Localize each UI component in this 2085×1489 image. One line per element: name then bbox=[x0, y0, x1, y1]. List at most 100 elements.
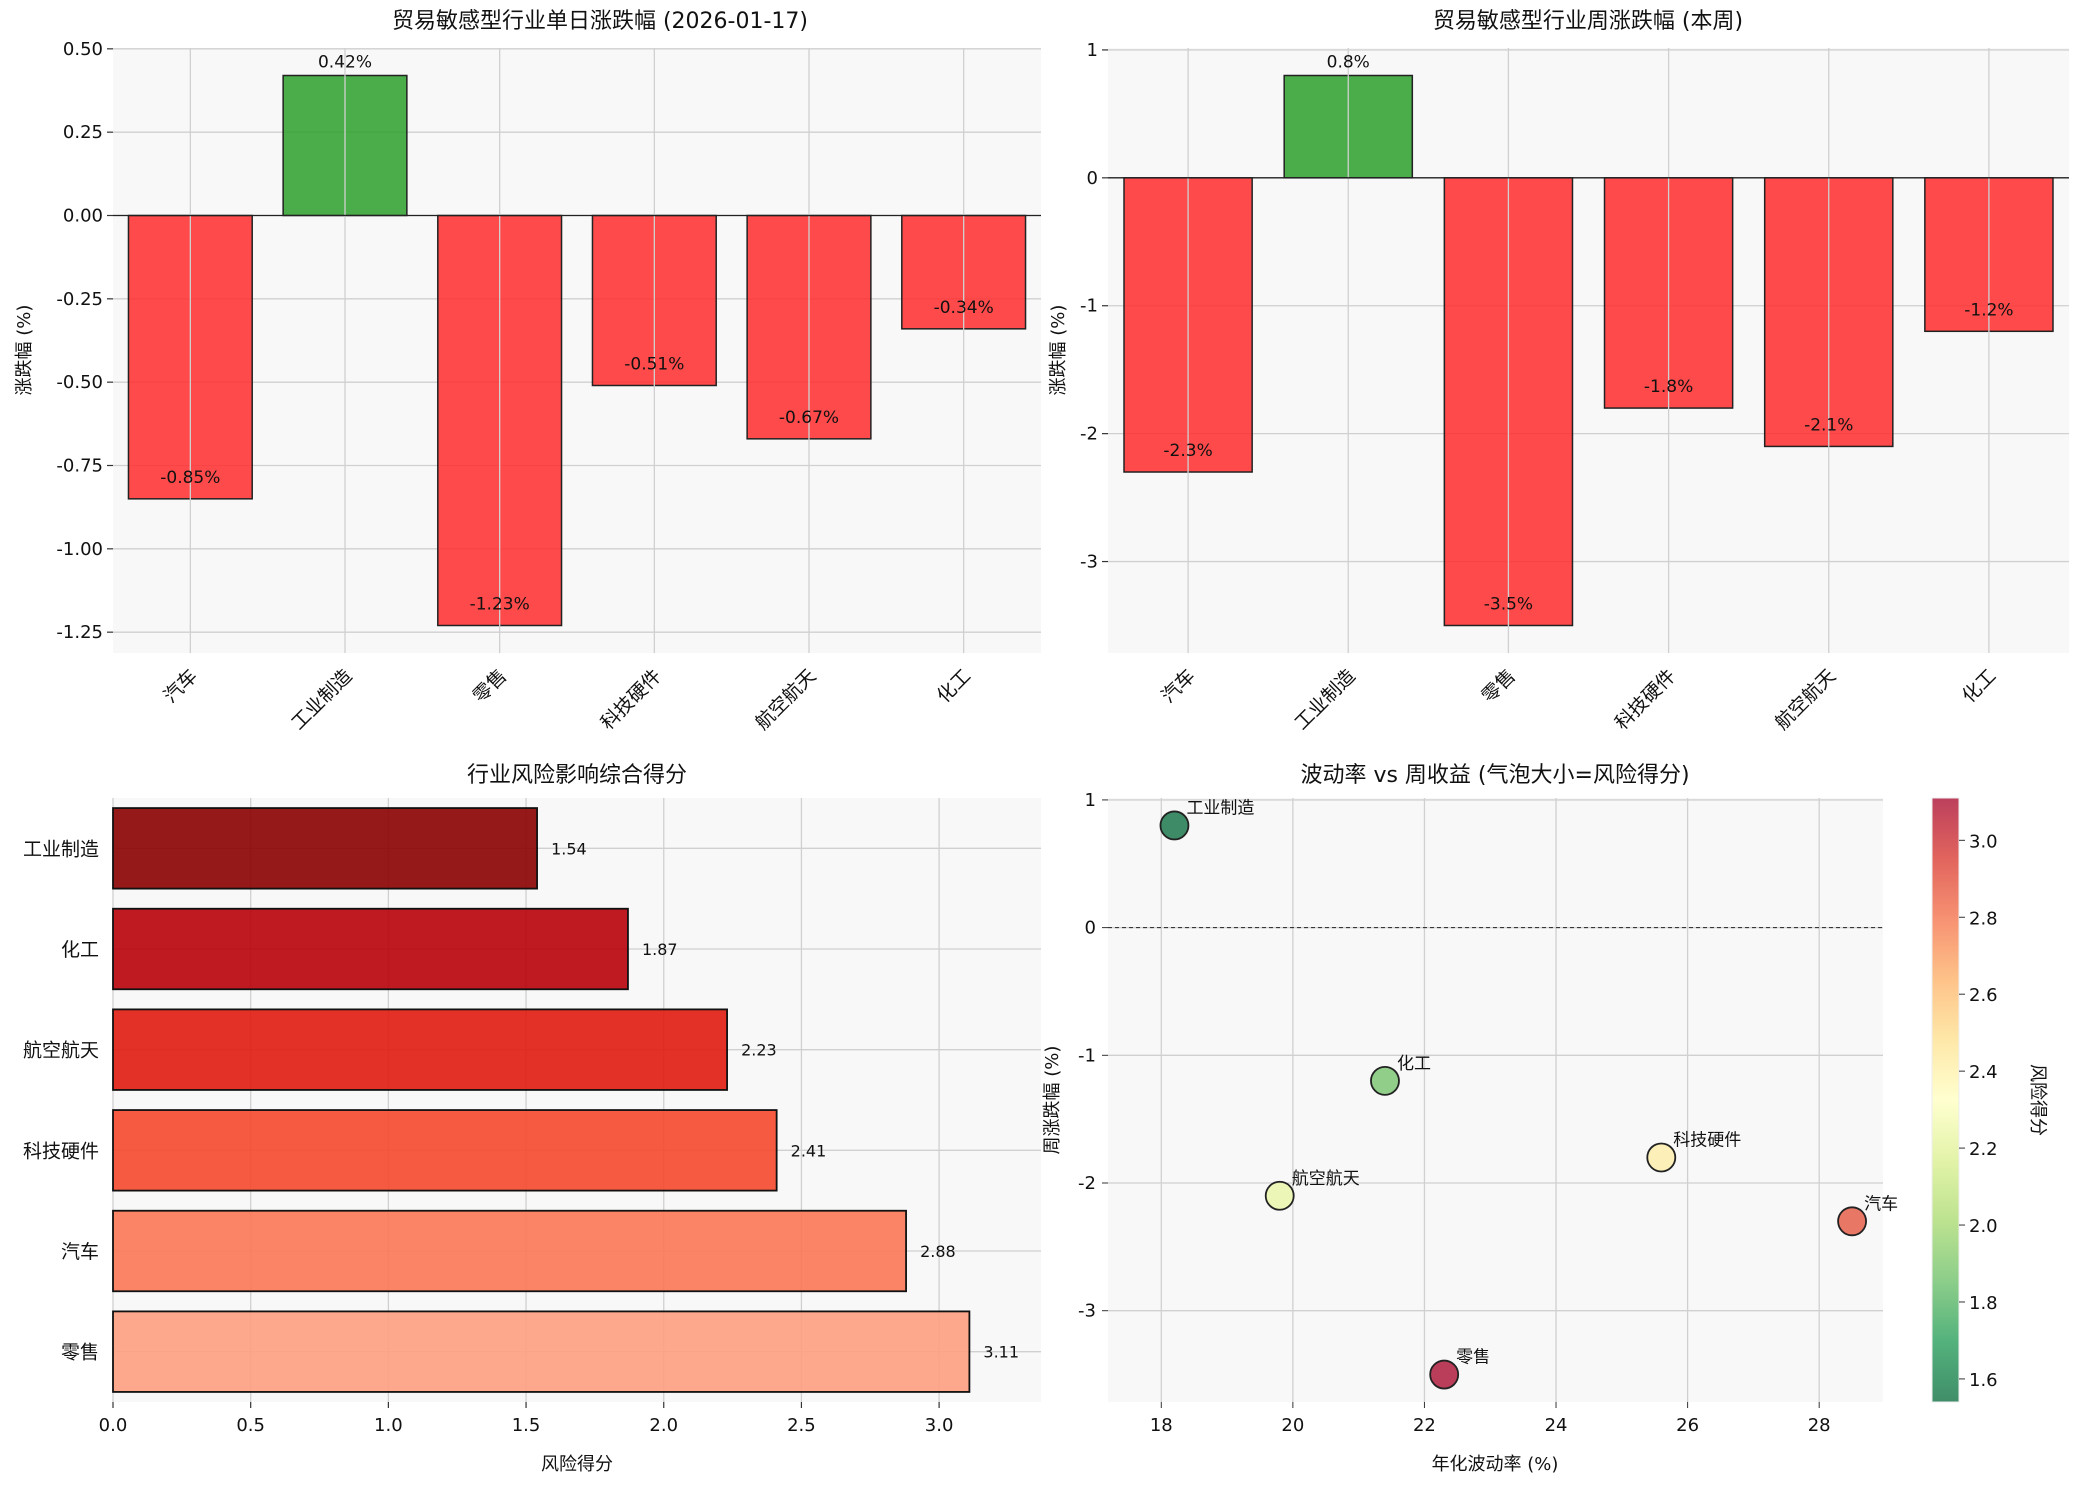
plot-background bbox=[113, 48, 1041, 653]
y-tick-label: 0.00 bbox=[63, 206, 103, 227]
chart3-plot: 1.54 工业制造 1.87 化工 2.23 航空航天 2.41 科技硬件 2.88 汽车 3.11… bbox=[23, 798, 1041, 1436]
y-tick-label: 1 bbox=[1085, 790, 1096, 811]
data-label: 0.42% bbox=[318, 53, 372, 73]
y-tick-label: -2 bbox=[1078, 1173, 1096, 1194]
y-tick-label: 汽车 bbox=[61, 1241, 99, 1263]
data-label: -3.5% bbox=[1484, 595, 1533, 615]
y-tick-label: -0.50 bbox=[56, 372, 103, 393]
colorbar bbox=[1931, 797, 1960, 1403]
data-label: -2.1% bbox=[1804, 415, 1853, 435]
chart3-xlabel: 风险得分 bbox=[541, 1454, 613, 1475]
point-汽车 bbox=[1837, 1206, 1867, 1237]
data-label: -1.23% bbox=[470, 595, 530, 615]
chart4-title: 波动率 vs 周收益 (气泡大小=风险得分) bbox=[1300, 763, 1689, 788]
point-label: 零售 bbox=[1456, 1348, 1490, 1368]
x-tick-label: 24 bbox=[1545, 1415, 1568, 1436]
chart2-plot: 1 0 -1 -2 -3 -2.3% 汽车 0.8% 工业制造 -3.5% 零售 -1.8% 科技硬件 -… bbox=[1080, 40, 2069, 734]
data-label: -1.8% bbox=[1644, 377, 1693, 397]
data-label: 0.8% bbox=[1327, 53, 1370, 73]
colorbar-tick-label: 2.2 bbox=[1969, 1139, 1998, 1160]
colorbar-tick-label: 2.8 bbox=[1969, 908, 1998, 929]
colorbar-tick-label: 2.0 bbox=[1969, 1216, 1998, 1237]
y-tick-label: -1 bbox=[1080, 296, 1098, 317]
bar-工业制造 bbox=[112, 807, 538, 890]
x-tick-label: 航空航天 bbox=[751, 665, 820, 734]
colorbar-tick-label: 2.4 bbox=[1969, 1062, 1998, 1083]
y-tick-label: 0 bbox=[1087, 168, 1098, 189]
y-tick-label: 0.50 bbox=[63, 39, 103, 60]
x-tick-label: 0.5 bbox=[236, 1415, 265, 1436]
data-label: -2.3% bbox=[1163, 441, 1212, 461]
bar-化工 bbox=[112, 907, 629, 991]
x-tick-label: 2.0 bbox=[649, 1415, 678, 1436]
colorbar-tick-label: 1.8 bbox=[1969, 1293, 1998, 1314]
point-label: 汽车 bbox=[1864, 1194, 1898, 1214]
colorbar-label: 风险得分 bbox=[2027, 1064, 2048, 1136]
y-tick-label: 0 bbox=[1085, 918, 1096, 939]
point-航空航天 bbox=[1264, 1180, 1295, 1211]
y-tick-label: -1 bbox=[1078, 1045, 1096, 1066]
chart4-xlabel: 年化波动率 (%) bbox=[1432, 1454, 1559, 1475]
x-tick-label: 28 bbox=[1808, 1415, 1831, 1436]
y-tick-label: -3 bbox=[1080, 552, 1098, 573]
x-tick-label: 工业制造 bbox=[287, 665, 356, 734]
x-tick-label: 0.0 bbox=[99, 1415, 128, 1436]
point-科技硬件 bbox=[1646, 1142, 1677, 1173]
y-tick-label: -0.75 bbox=[56, 456, 103, 477]
data-label: -0.67% bbox=[779, 408, 839, 428]
x-tick-label: 化工 bbox=[933, 665, 975, 707]
bar-零售 bbox=[112, 1310, 971, 1393]
x-tick-label: 汽车 bbox=[159, 665, 201, 707]
point-label: 科技硬件 bbox=[1673, 1130, 1741, 1150]
y-tick-label: -3 bbox=[1078, 1301, 1096, 1322]
x-tick-label: 零售 bbox=[469, 665, 511, 707]
x-tick-label: 20 bbox=[1281, 1415, 1304, 1436]
colorbar-tick-label: 2.6 bbox=[1969, 985, 1998, 1006]
x-tick-label: 3.0 bbox=[925, 1415, 954, 1436]
plot-background bbox=[1108, 798, 1883, 1402]
x-tick-label: 22 bbox=[1413, 1415, 1436, 1436]
x-tick-label: 化工 bbox=[1958, 665, 2000, 707]
x-tick-label: 科技硬件 bbox=[597, 665, 666, 734]
x-tick-label: 18 bbox=[1150, 1415, 1173, 1436]
chart1-title: 贸易敏感型行业单日涨跌幅 (2026-01-17) bbox=[392, 9, 808, 34]
chart2-ylabel: 涨跌幅 (%) bbox=[1048, 305, 1069, 396]
data-label: 1.54 bbox=[551, 839, 587, 858]
data-label: -1.2% bbox=[1964, 300, 2013, 320]
y-tick-label: 工业制造 bbox=[23, 838, 99, 860]
y-tick-label: 科技硬件 bbox=[23, 1140, 99, 1162]
bar-科技硬件 bbox=[112, 1109, 778, 1192]
data-label: -0.34% bbox=[934, 298, 994, 318]
x-tick-label: 零售 bbox=[1478, 665, 1520, 707]
chart3-title: 行业风险影响综合得分 bbox=[467, 763, 687, 788]
x-tick-label: 科技硬件 bbox=[1611, 665, 1680, 734]
chart1-plot: 0.50 0.25 0.00 -0.25 -0.50 -0.75 -1.00 -1.25 -0.… bbox=[56, 39, 1041, 734]
y-tick-label: -1.00 bbox=[56, 539, 103, 560]
y-tick-label: -0.25 bbox=[56, 289, 103, 310]
x-tick-label: 26 bbox=[1676, 1415, 1699, 1436]
point-label: 化工 bbox=[1397, 1054, 1431, 1074]
plot-background bbox=[113, 798, 1041, 1402]
bar-航空航天 bbox=[112, 1008, 728, 1091]
y-tick-label: -2 bbox=[1080, 424, 1098, 445]
colorbar-tick-label: 3.0 bbox=[1969, 831, 1998, 852]
point-工业制造 bbox=[1159, 810, 1190, 841]
x-tick-label: 1.0 bbox=[374, 1415, 403, 1436]
x-tick-label: 1.5 bbox=[512, 1415, 541, 1436]
y-tick-label: 0.25 bbox=[63, 122, 103, 143]
y-tick-label: 1 bbox=[1087, 40, 1098, 61]
chart2-title: 贸易敏感型行业周涨跌幅 (本周) bbox=[1433, 9, 1743, 34]
data-label: 2.41 bbox=[791, 1141, 827, 1160]
point-化工 bbox=[1370, 1065, 1400, 1096]
y-tick-label: 零售 bbox=[61, 1342, 99, 1364]
plot-background bbox=[1108, 48, 2069, 653]
colorbar-tick-label: 1.6 bbox=[1969, 1370, 1998, 1391]
chart4-ylabel: 周涨跌幅 (%) bbox=[1042, 1046, 1063, 1155]
y-tick-label: 化工 bbox=[61, 939, 99, 961]
data-label: 3.11 bbox=[983, 1343, 1019, 1362]
y-tick-label: 航空航天 bbox=[23, 1040, 99, 1062]
data-label: 2.23 bbox=[741, 1041, 777, 1060]
y-tick-label: -1.25 bbox=[56, 622, 103, 643]
